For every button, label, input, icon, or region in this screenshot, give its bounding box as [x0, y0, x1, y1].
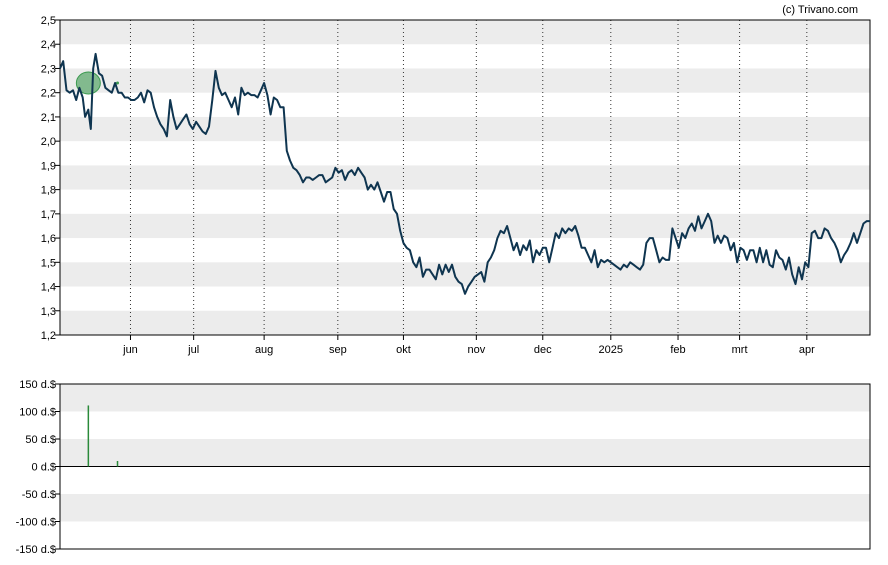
grid-band — [60, 213, 870, 239]
y-tick-label: 2,2 — [41, 88, 56, 100]
grid-band — [60, 20, 870, 45]
x-tick-label: sep — [329, 344, 347, 356]
credit-text: (c) Trivano.com — [782, 4, 858, 16]
y-tick-label: 150 d.$ — [19, 379, 56, 391]
grid-band — [60, 116, 870, 142]
x-tick-label: mrt — [732, 344, 748, 356]
x-tick-label: 2025 — [599, 344, 623, 356]
y-tick-label: 0 d.$ — [32, 462, 56, 474]
y-tick-label: 2,0 — [41, 136, 56, 148]
x-tick-label: feb — [670, 344, 685, 356]
dividend-panel: 150 d.$ 100 d.$ 50 d.$ 0 d.$ -50 d.$ -100 d.$… — [16, 379, 871, 556]
y-tick-label: 100 d.$ — [19, 407, 56, 419]
y-tick-label: 1,3 — [41, 306, 56, 318]
grid-band — [60, 68, 870, 93]
y-tick-label: -100 d.$ — [16, 517, 56, 529]
y-tick-label: 1,9 — [41, 160, 56, 172]
plot-frame — [59, 383, 871, 550]
y-tick-label: -150 d.$ — [16, 544, 56, 556]
grid-band — [60, 165, 870, 190]
y-tick-label: 2,5 — [41, 15, 56, 27]
y-tick-label: 2,4 — [41, 39, 56, 51]
grid-band — [60, 262, 870, 287]
grid-band — [60, 494, 870, 522]
y-tick-label: 1,6 — [41, 233, 56, 245]
event-marker — [75, 71, 101, 95]
grid-band — [60, 439, 870, 467]
x-tick-label: apr — [799, 344, 815, 356]
y-tick-label: 50 d.$ — [25, 434, 56, 446]
grid-band — [60, 310, 870, 335]
x-tick-label: jul — [187, 344, 199, 356]
y-tick-label: 2,1 — [41, 112, 56, 124]
y-tick-label: 1,8 — [41, 185, 56, 197]
y-tick-label: -50 d.$ — [22, 489, 56, 501]
price-line — [59, 52, 870, 295]
x-tick-label: okt — [396, 344, 411, 356]
plot-frame — [59, 19, 871, 336]
y-tick-label: 2,3 — [41, 63, 56, 75]
price-panel: jun jul aug sep okt nov dec 2025 feb mrt apr 1,2 1,3… — [41, 15, 871, 356]
x-tick-label: dec — [534, 344, 552, 356]
y-tick-label: 1,7 — [41, 209, 56, 221]
y-tick-label: 1,5 — [41, 257, 56, 269]
x-tick-label: nov — [467, 344, 485, 356]
event-dot — [116, 81, 120, 85]
x-tick-label: jun — [122, 344, 138, 356]
y-tick-label: 1,2 — [41, 330, 56, 342]
grid-band — [60, 384, 870, 412]
x-tick-label: aug — [255, 344, 273, 356]
y-tick-label: 1,4 — [41, 282, 56, 294]
